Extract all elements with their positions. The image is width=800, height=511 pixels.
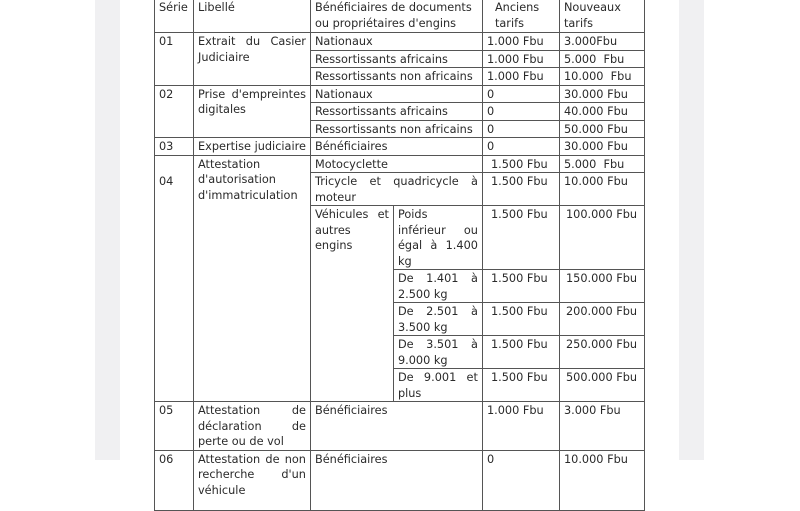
table-row: 02 Prise d'empreintes digitales Nationau… <box>154 84 645 138</box>
table-row: Véhicules et autres engins Poids inférie… <box>155 205 645 402</box>
beneficiaire-cell: Ressortissants non africains <box>309 67 483 86</box>
beneficiaire-cell: Nationaux <box>309 84 483 103</box>
beneficiaire-cell: Bénéficiaires <box>309 401 483 451</box>
nouveau-cell: 500.000 Fbu <box>558 368 645 402</box>
beneficiaire-cell: Bénéficiaires <box>309 449 483 511</box>
serie-cell: 01 <box>154 32 194 86</box>
libelle-cell: Attestation de déclaration de perte ou d… <box>193 401 311 451</box>
poids-cell: De 2.501 à 3.500 kg <box>392 302 483 336</box>
beneficiaire-cell: Ressortissants africains <box>309 49 483 68</box>
ancien-cell: 1.000 Fbu <box>481 67 560 86</box>
nouveau-cell: 10.000 Fbu <box>558 67 645 86</box>
ancien-cell: 1.500 Fbu <box>481 172 560 206</box>
table-row: Tricycle et quadricycle à moteur 1.500 F… <box>155 172 645 206</box>
ancien-cell: 0 <box>481 137 560 156</box>
poids-cell: De 3.501 à 9.000 kg <box>392 335 483 369</box>
header-anciens: Anciens tarifs <box>481 0 560 33</box>
table-row: De 3.501 à 9.000 kg 1.500 Fbu 250.000 Fb… <box>155 335 645 369</box>
nouveau-cell: 30.000 Fbu <box>558 137 645 156</box>
header-libelle: Libellé <box>193 0 311 33</box>
nouveau-cell: 3.000 Fbu <box>558 401 645 451</box>
nouveau-cell: 40.000 Fbu <box>558 102 645 121</box>
nouveau-cell: 30.000 Fbu <box>558 84 645 103</box>
ancien-cell: 1.500 Fbu <box>481 205 560 270</box>
ancien-cell: 0 <box>481 102 560 121</box>
table-row: 03 Expertise judiciaire Bénéficiaires 0 … <box>154 137 645 156</box>
beneficiaire-cell: Ressortissants africains <box>309 102 483 121</box>
left-gutter <box>95 0 120 460</box>
nouveau-cell: 5.000 Fbu <box>558 49 645 68</box>
serie-cell: 03 <box>154 137 194 156</box>
table-row: Ressortissants africains 0 40.000 Fbu <box>155 102 645 121</box>
nouveau-cell: 150.000 Fbu <box>558 269 645 303</box>
libelle-cell: Extrait du Casier Judiciaire <box>193 32 311 86</box>
ancien-cell: 0 <box>481 119 560 138</box>
table-row: De 9.001 et plus 1.500 Fbu 500.000 Fbu <box>155 368 645 402</box>
poids-cell: De 1.401 à 2.500 kg <box>392 269 483 303</box>
tarifs-table: Série Libellé Bénéficiaires de documents… <box>154 0 645 511</box>
table-row: 04 Attestation d'autorisation d'immatric… <box>154 154 645 402</box>
beneficiaire-cell: Motocyclette <box>309 154 483 173</box>
beneficiaire-cell: Ressortissants non africains <box>309 119 483 138</box>
serie-cell: 04 <box>154 154 194 402</box>
libelle-cell: Attestation d'autorisation d'immatricula… <box>193 154 311 402</box>
nouveau-cell: 100.000 Fbu <box>558 205 645 270</box>
beneficiaire-cell: Bénéficiaires <box>309 137 483 156</box>
ancien-cell: 1.000 Fbu <box>481 401 560 451</box>
nouveau-cell: 5.000 Fbu <box>558 154 645 173</box>
libelle-cell: Prise d'empreintes digitales <box>193 84 311 138</box>
table-row: 01 Extrait du Casier Judiciaire Nationau… <box>154 32 645 86</box>
nouveau-cell: 50.000 Fbu <box>558 119 645 138</box>
nouveau-cell: 10.000 Fbu <box>558 449 645 511</box>
libelle-cell: Attestation de non recherche d'un véhicu… <box>193 449 311 511</box>
table-row: De 2.501 à 3.500 kg 1.500 Fbu 200.000 Fb… <box>155 302 645 336</box>
table-row: 05 Attestation de déclaration de perte o… <box>154 401 645 451</box>
ancien-cell: 1.500 Fbu <box>481 269 560 303</box>
ancien-cell: 1.000 Fbu <box>481 49 560 68</box>
ancien-cell: 1.500 Fbu <box>481 302 560 336</box>
serie-cell: 05 <box>154 401 194 451</box>
header-nouveaux: Nouveaux tarifs <box>558 0 645 33</box>
poids-cell: Poids inférieur ou égal à 1.400 kg <box>392 205 483 270</box>
ancien-cell: 1.500 Fbu <box>481 335 560 369</box>
libelle-cell: Expertise judiciaire <box>193 137 311 156</box>
nouveau-cell: 250.000 Fbu <box>558 335 645 369</box>
serie-cell: 02 <box>154 84 194 138</box>
nouveau-cell: 200.000 Fbu <box>558 302 645 336</box>
ancien-cell: 1.500 Fbu <box>481 368 560 402</box>
nouveau-cell: 3.000Fbu <box>558 32 645 51</box>
right-gutter <box>679 0 704 460</box>
beneficiaire-cell: Tricycle et quadricycle à moteur <box>309 172 483 206</box>
vehicules-cell: Véhicules et autres engins <box>309 205 394 402</box>
header-row: Série Libellé Bénéficiaires de documents… <box>154 0 645 33</box>
nouveau-cell: 10.000 Fbu <box>558 172 645 206</box>
header-beneficiaires: Bénéficiaires de documents ou propriétai… <box>309 0 483 33</box>
ancien-cell: 0 <box>481 449 560 511</box>
poids-cell: De 9.001 et plus <box>392 368 483 402</box>
document-page: Série Libellé Bénéficiaires de documents… <box>120 0 679 511</box>
ancien-cell: 1.000 Fbu <box>481 32 560 51</box>
beneficiaire-cell: Nationaux <box>309 32 483 51</box>
serie-cell: 06 <box>154 449 194 511</box>
ancien-cell: 0 <box>481 84 560 103</box>
ancien-cell: 1.500 Fbu <box>481 154 560 173</box>
table-row: 06 Attestation de non recherche d'un véh… <box>154 449 645 511</box>
header-serie: Série <box>154 0 194 33</box>
